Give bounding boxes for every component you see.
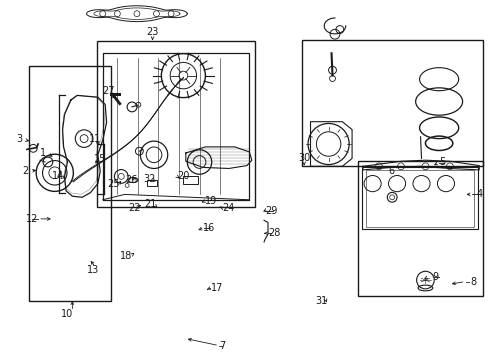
Bar xyxy=(302,40,482,166)
Text: 32: 32 xyxy=(142,174,155,184)
Text: 9: 9 xyxy=(431,272,437,282)
Text: 28: 28 xyxy=(268,228,281,238)
Bar xyxy=(97,41,255,207)
Text: 7: 7 xyxy=(219,341,225,351)
Text: 4: 4 xyxy=(475,189,481,199)
Text: 21: 21 xyxy=(144,199,157,210)
Text: 31: 31 xyxy=(315,296,327,306)
Text: 3: 3 xyxy=(17,134,22,144)
Bar xyxy=(183,176,198,184)
Text: 5: 5 xyxy=(439,157,445,167)
Text: 18: 18 xyxy=(120,251,132,261)
Text: 23: 23 xyxy=(146,27,159,37)
Text: 30: 30 xyxy=(297,153,310,163)
Text: 25: 25 xyxy=(107,179,120,189)
Text: 6: 6 xyxy=(387,166,393,176)
Text: 11: 11 xyxy=(89,134,102,144)
Text: 1: 1 xyxy=(40,148,46,158)
Text: 2: 2 xyxy=(22,166,28,176)
Text: 12: 12 xyxy=(25,214,38,224)
Text: 14: 14 xyxy=(51,171,64,181)
Text: 22: 22 xyxy=(128,203,141,213)
Text: 19: 19 xyxy=(204,196,217,206)
Text: 15: 15 xyxy=(94,154,106,164)
Bar xyxy=(110,93,121,96)
Text: 26: 26 xyxy=(124,175,137,185)
Text: 10: 10 xyxy=(61,309,74,319)
Text: 13: 13 xyxy=(86,265,99,275)
Bar xyxy=(357,161,482,296)
Bar xyxy=(361,167,477,229)
Text: 24: 24 xyxy=(222,203,235,213)
Text: 27: 27 xyxy=(102,86,115,96)
Text: 17: 17 xyxy=(211,283,224,293)
Text: 29: 29 xyxy=(264,206,277,216)
Bar xyxy=(29,66,111,301)
Text: 20: 20 xyxy=(177,171,189,181)
Text: 16: 16 xyxy=(203,222,215,233)
Bar xyxy=(146,180,157,186)
Text: 8: 8 xyxy=(469,276,475,287)
Bar xyxy=(365,170,473,227)
